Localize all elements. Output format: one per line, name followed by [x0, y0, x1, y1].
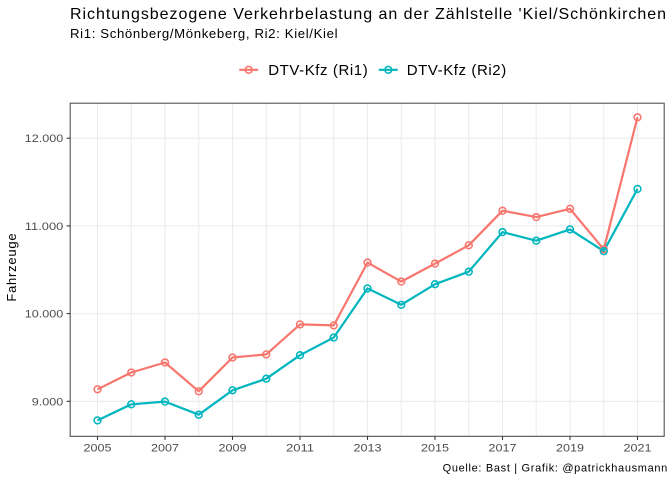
svg-text:9.000: 9.000 — [32, 396, 64, 408]
svg-text:DTV-Kfz (Ri1): DTV-Kfz (Ri1) — [268, 62, 368, 79]
svg-text:Richtungsbezogene Verkehrbelas: Richtungsbezogene Verkehrbelastung an de… — [70, 6, 666, 23]
svg-text:10.000: 10.000 — [25, 309, 64, 321]
svg-text:Fahrzeuge: Fahrzeuge — [4, 233, 19, 301]
svg-text:Quelle: Bast | Grafik: @patric: Quelle: Bast | Grafik: @patrickhausmann — [443, 462, 668, 474]
svg-text:2009: 2009 — [219, 443, 247, 455]
svg-text:2013: 2013 — [354, 443, 382, 455]
svg-text:2011: 2011 — [286, 443, 314, 455]
svg-text:2015: 2015 — [421, 443, 449, 455]
svg-text:12.000: 12.000 — [25, 133, 64, 145]
svg-text:2017: 2017 — [489, 443, 517, 455]
svg-text:11.000: 11.000 — [25, 221, 64, 233]
svg-text:2021: 2021 — [624, 443, 652, 455]
svg-text:Ri1: Schönberg/Mönkeberg, Ri2:: Ri1: Schönberg/Mönkeberg, Ri2: Kiel/Kiel — [70, 26, 338, 41]
svg-text:DTV-Kfz (Ri2): DTV-Kfz (Ri2) — [407, 62, 507, 79]
svg-text:2005: 2005 — [84, 443, 112, 455]
svg-text:2019: 2019 — [556, 443, 584, 455]
svg-text:2007: 2007 — [151, 443, 179, 455]
